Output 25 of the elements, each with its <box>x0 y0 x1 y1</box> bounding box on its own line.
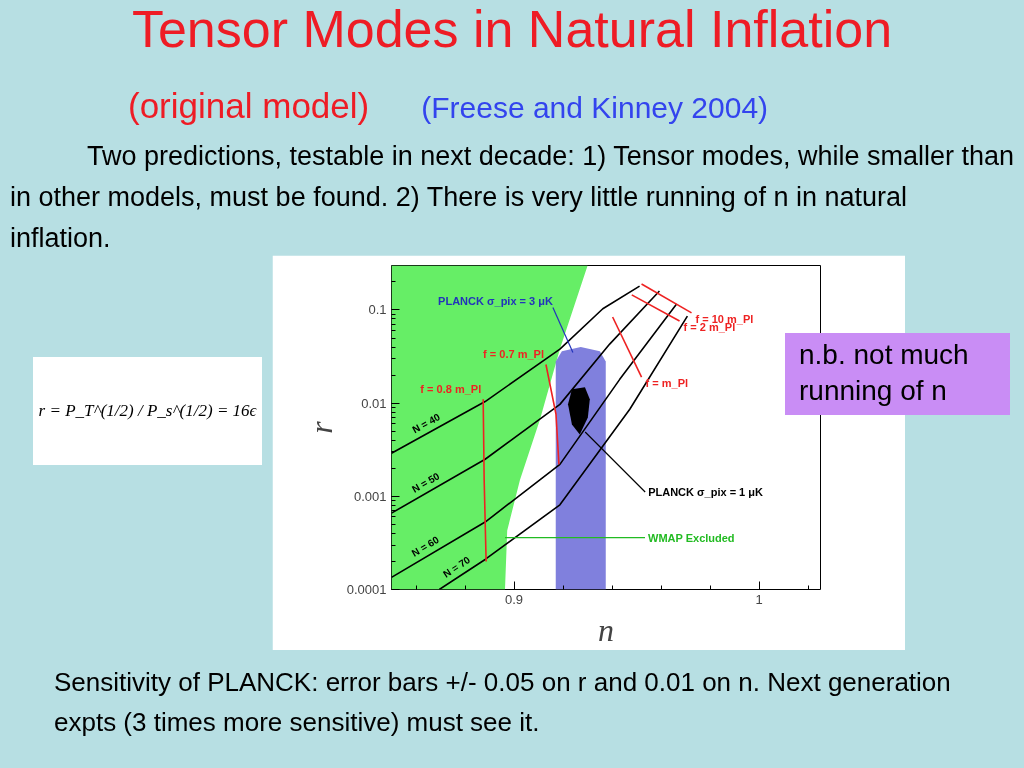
annotation: WMAP Excluded <box>648 531 735 544</box>
annotation: PLANCK σ_pix = 1 μK <box>648 486 764 499</box>
annotation: n.b. not much running of n <box>785 333 1010 415</box>
y-tick-label: 0.001 <box>353 488 387 504</box>
x-tick-label: 0.9 <box>505 591 524 607</box>
text: (Freese and Kinney 2004) <box>421 91 769 124</box>
y-axis-title: r <box>302 420 339 434</box>
text: Sensitivity of PLANCK: error bars +/- 0.05 on r and 0.01 on n. Next generation expts (3 times more sensitive) must see it. <box>54 666 952 739</box>
text: N = 50 <box>410 470 442 495</box>
y-tick-label: 0.0001 <box>346 582 387 597</box>
text: Two predictions, testable in next decade: 1) Tensor modes, while smaller than in other models, must be found. 2) There is very little running of n in natural inflation. <box>10 140 1015 255</box>
y-tick-label: 0.01 <box>361 395 387 411</box>
text: r = P_T^(1/2) / P_s^(1/2) = 16ϵ <box>33 357 262 465</box>
text: N = 70 <box>441 553 473 580</box>
chart-subtitle: (original model) <box>128 86 370 125</box>
x-tick-label: 1 <box>755 591 763 607</box>
series-label: f = m_Pl <box>645 377 689 390</box>
y-tick-label: 0.1 <box>368 302 387 318</box>
text: N = 40 <box>410 411 443 436</box>
x-axis-title: n <box>598 611 614 648</box>
series-label: f = 0.8 m_Pl <box>420 383 482 396</box>
chart-title: Tensor Modes in Natural Inflation <box>130 0 894 58</box>
text: N = 60 <box>409 533 442 559</box>
series-label: f = 0.7 m_Pl <box>483 348 544 361</box>
annotation: PLANCK σ_pix = 3 μK <box>438 295 553 308</box>
